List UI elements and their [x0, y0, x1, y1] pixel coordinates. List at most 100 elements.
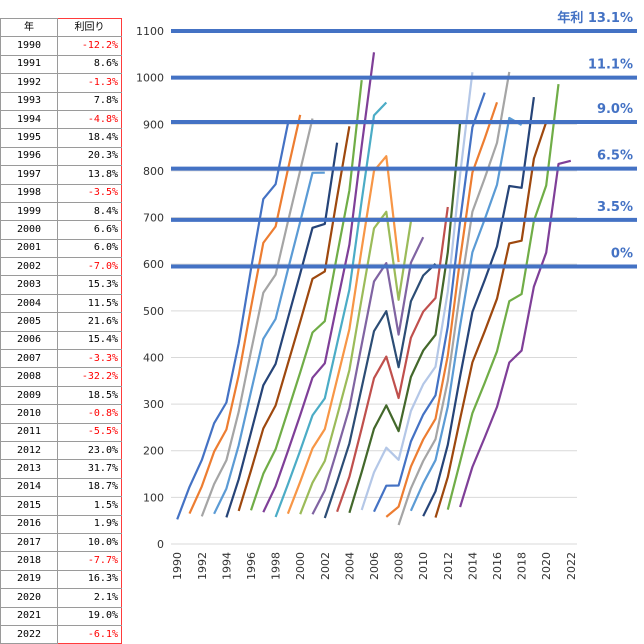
table-row: 2002 -7.0% [0, 257, 122, 277]
table-row: 1990 -12.2% [0, 36, 122, 56]
return-cell: 6.6% [57, 220, 122, 240]
reference-label: 9.0% [597, 102, 633, 117]
table-row: 2008 -32.2% [0, 367, 122, 387]
series-line [286, 155, 400, 515]
header-year: 年 [0, 17, 58, 38]
table-row: 2001 6.0% [0, 238, 122, 259]
return-cell: 1.9% [57, 514, 122, 534]
year-cell: 2010 [0, 404, 58, 424]
year-cell: 1997 [0, 165, 58, 185]
return-cell: -7.0% [57, 257, 122, 277]
year-cell: 2020 [0, 588, 58, 608]
y-tick-label: 1100 [136, 25, 164, 38]
y-tick-label: 100 [143, 491, 164, 504]
y-tick-label: 300 [143, 398, 164, 411]
x-tick-label: 2006 [368, 552, 381, 580]
returns-table: 年 利回り 1990 -12.2% 1991 8.6% 1992 -1.3% 1993 7.8… [0, 17, 122, 644]
x-axis-ticks: 1990 1992 1994 1996 1998 2000 2002 2004 2006 2008… [171, 552, 578, 580]
return-cell: 8.6% [57, 54, 122, 75]
return-cell: 2.1% [57, 588, 122, 608]
table-row: 2009 18.5% [0, 385, 122, 406]
header-return: 利回り [57, 17, 122, 38]
x-tick-label: 1992 [196, 552, 209, 580]
return-cell: -3.5% [57, 183, 122, 203]
y-tick-label: 0 [157, 538, 164, 551]
year-cell: 2013 [0, 459, 58, 479]
year-cell: 2004 [0, 293, 58, 314]
reference-label: 年利 13.1% [557, 10, 633, 26]
table-row: 2005 21.6% [0, 312, 122, 332]
table-row: 2014 18.7% [0, 477, 122, 498]
return-cell: 13.8% [57, 165, 122, 185]
x-tick-label: 1996 [245, 552, 258, 580]
table-row: 2018 -7.7% [0, 551, 122, 571]
y-tick-label: 200 [143, 445, 164, 458]
x-tick-label: 1994 [220, 552, 233, 580]
y-tick-label: 700 [143, 212, 164, 225]
year-cell: 2016 [0, 514, 58, 534]
table-row: 1994 -4.8% [0, 109, 122, 130]
x-tick-label: 2000 [294, 552, 307, 580]
y-tick-label: 800 [143, 165, 164, 178]
year-cell: 1993 [0, 91, 58, 111]
x-tick-label: 2018 [516, 552, 529, 580]
reference-lines: 年利 13.1% 11.1% 9.0% 6.5% 3.5% 0% [171, 10, 637, 269]
table-row: 2022 -6.1% [0, 624, 122, 644]
x-tick-label: 2010 [417, 552, 430, 580]
series-line [213, 171, 325, 515]
series-line [446, 83, 560, 510]
table-row: 1992 -1.3% [0, 73, 122, 93]
series-line [397, 71, 511, 526]
y-tick-label: 1000 [136, 72, 164, 85]
year-cell: 2014 [0, 477, 58, 498]
x-tick-label: 2016 [491, 552, 504, 580]
return-cell: 18.7% [57, 477, 122, 498]
return-cell: 23.0% [57, 440, 122, 461]
return-cell: 31.7% [57, 459, 122, 479]
year-cell: 1995 [0, 128, 58, 148]
return-cell: -12.2% [57, 36, 122, 56]
return-cell: 20.3% [57, 146, 122, 167]
x-tick-label: 2004 [343, 552, 356, 580]
return-cell: 18.4% [57, 128, 122, 148]
x-tick-label: 1998 [270, 552, 283, 580]
series-line [373, 92, 486, 513]
x-tick-label: 2020 [540, 552, 553, 580]
y-axis-ticks: 0 100 200 300 400 500 600 700 800 900 1000 1100 [136, 25, 164, 551]
y-tick-label: 600 [143, 258, 164, 271]
table-row: 2007 -3.3% [0, 349, 122, 369]
year-cell: 2021 [0, 606, 58, 626]
series-line [422, 96, 535, 517]
year-cell: 2018 [0, 551, 58, 571]
table-row: 2000 6.6% [0, 220, 122, 240]
series-line [237, 126, 351, 512]
year-cell: 1994 [0, 109, 58, 130]
series-line [323, 263, 437, 519]
series-line [299, 210, 412, 515]
table-row: 2003 15.3% [0, 275, 122, 295]
return-cell: -32.2% [57, 367, 122, 387]
return-cell: 15.3% [57, 275, 122, 295]
x-tick-label: 2014 [466, 552, 479, 580]
table-row: 1999 8.4% [0, 201, 122, 222]
return-cell: -4.8% [57, 109, 122, 130]
table-row: 1998 -3.5% [0, 183, 122, 203]
series-line [200, 118, 314, 517]
return-cell: 21.6% [57, 312, 122, 332]
table-row: 2016 1.9% [0, 514, 122, 534]
series-line [188, 114, 302, 515]
return-cell: 7.8% [57, 91, 122, 111]
return-cell: -5.5% [57, 422, 122, 442]
series-line [348, 122, 462, 514]
series-line [225, 142, 339, 518]
table-row: 1995 18.4% [0, 128, 122, 148]
series-line [360, 72, 474, 511]
table-row: 2004 11.5% [0, 293, 122, 314]
year-cell: 1991 [0, 54, 58, 75]
table-body: 1990 -12.2% 1991 8.6% 1992 -1.3% 1993 7.8% 1994-… [0, 36, 122, 644]
reference-label: 3.5% [597, 200, 633, 215]
year-cell: 1998 [0, 183, 58, 203]
year-cell: 2001 [0, 238, 58, 259]
y-tick-label: 400 [143, 351, 164, 364]
return-cell: -7.7% [57, 551, 122, 571]
